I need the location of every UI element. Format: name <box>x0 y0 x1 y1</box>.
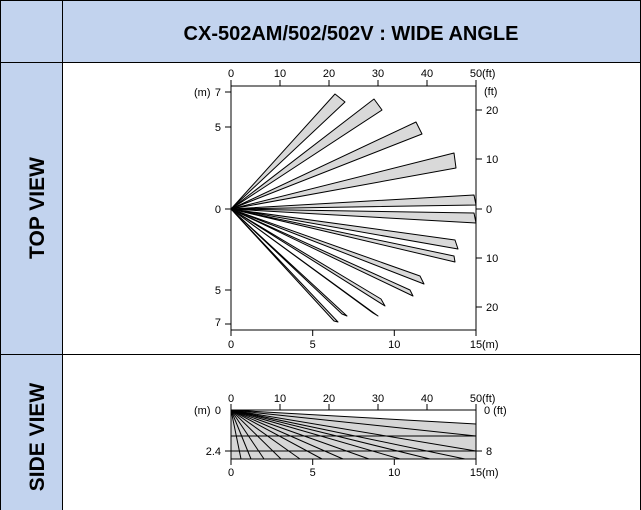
side-ft-tick-30: 30 <box>372 393 384 405</box>
top-ft-tick-0: 0 <box>228 68 234 80</box>
top-view-plot-frame <box>230 85 477 331</box>
side-right-tick-8: 8 <box>486 446 492 458</box>
top-zone-beam-1 <box>230 93 346 210</box>
side-left-unit: (m) <box>194 405 211 417</box>
top-left-tick-5-upper: 5 <box>215 122 221 134</box>
top-view-plot: 0 10 20 30 40 50 (ft) 0 5 10 15 (m) (m) … <box>194 68 499 351</box>
top-left-tick-7-lower: 7 <box>215 317 221 329</box>
top-zone-beam-2 <box>230 98 383 210</box>
top-zone-beam-10 <box>230 208 414 297</box>
side-ft-unit: (ft) <box>482 393 495 405</box>
top-zone-beam-5 <box>230 194 477 210</box>
top-zone-beam-9 <box>230 208 425 285</box>
top-view-m-ticks <box>230 330 477 336</box>
top-m-unit: (m) <box>482 339 499 351</box>
side-ft-tick-0: 0 <box>228 393 234 405</box>
top-right-tick-0: 0 <box>486 204 492 216</box>
header-title: CX-502AM/502/502V : WIDE ANGLE <box>184 23 519 45</box>
side-zone-area <box>231 410 476 459</box>
top-view-right-ticks <box>476 109 482 308</box>
top-ft-tick-10: 10 <box>274 68 286 80</box>
top-view-left-ticks <box>225 91 231 325</box>
side-ft-tick-20: 20 <box>323 393 335 405</box>
top-m-tick-5: 5 <box>310 339 316 351</box>
side-zone-line-1 <box>230 409 477 425</box>
top-ft-tick-40: 40 <box>421 68 433 80</box>
side-ft-tick-40: 40 <box>421 393 433 405</box>
top-view-ft-ticks <box>230 80 477 86</box>
side-ft-tick-10: 10 <box>274 393 286 405</box>
top-view-detection-zones <box>230 93 477 323</box>
top-left-tick-7-upper: 7 <box>215 87 221 99</box>
side-view-ft-ticks <box>230 404 477 410</box>
top-zone-beam-11 <box>230 208 386 307</box>
top-zone-beam-3 <box>230 121 423 210</box>
top-zone-beam-13 <box>230 208 348 317</box>
top-ft-tick-20: 20 <box>323 68 335 80</box>
top-zone-beam-7 <box>230 208 459 250</box>
side-zone-line-2 <box>230 409 477 437</box>
top-ft-unit: (ft) <box>482 68 495 80</box>
top-zone-beam-8 <box>230 208 456 263</box>
side-view-plot: 0 10 20 30 40 50 (ft) 0 5 10 15 (m) (m) … <box>194 393 507 479</box>
top-m-tick-0: 0 <box>228 339 234 351</box>
side-view-detection-zones <box>230 409 477 460</box>
row-label-background <box>0 62 62 510</box>
top-left-tick-5-lower: 5 <box>215 285 221 297</box>
header-background <box>0 0 641 62</box>
side-m-tick-15: 15 <box>470 467 482 479</box>
side-m-tick-10: 10 <box>388 467 400 479</box>
side-left-tick-2-4: 2.4 <box>206 446 221 458</box>
side-m-unit: (m) <box>482 467 499 479</box>
side-left-tick-0: 0 <box>215 405 221 417</box>
top-right-unit: (ft) <box>484 86 497 98</box>
top-zone-beam-12 <box>230 208 379 317</box>
top-left-tick-0: 0 <box>215 204 221 216</box>
side-right-top-label: 0 (ft) <box>484 405 507 417</box>
top-zone-beam-6 <box>230 208 477 224</box>
top-ft-tick-50: 50 <box>470 68 482 80</box>
top-ft-tick-30: 30 <box>372 68 384 80</box>
top-view-label: TOP VIEW <box>26 157 49 259</box>
top-left-unit: (m) <box>194 87 211 99</box>
side-view-label: SIDE VIEW <box>26 383 49 492</box>
side-ft-tick-50: 50 <box>470 393 482 405</box>
side-zone-line-3 <box>230 409 477 452</box>
top-right-tick-20-upper: 20 <box>486 105 498 117</box>
side-view-m-ticks <box>230 459 477 465</box>
top-m-tick-15: 15 <box>470 339 482 351</box>
side-m-tick-5: 5 <box>310 467 316 479</box>
top-right-tick-10-upper: 10 <box>486 154 498 166</box>
top-right-tick-20-lower: 20 <box>486 302 498 314</box>
top-zone-beam-4 <box>230 152 457 210</box>
top-right-tick-10-lower: 10 <box>486 253 498 265</box>
top-m-tick-10: 10 <box>388 339 400 351</box>
top-zone-beam-14 <box>230 208 339 323</box>
side-m-tick-0: 0 <box>228 467 234 479</box>
